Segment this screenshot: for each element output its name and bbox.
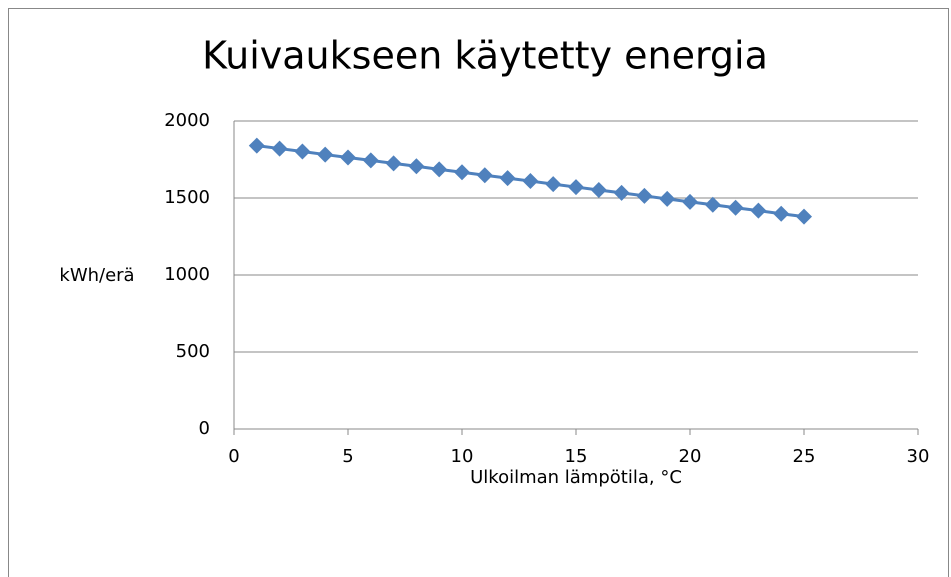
y-tick-label: 500 [176,341,210,362]
point [613,184,630,201]
point [796,208,812,225]
x-tick-label: 0 [228,446,239,467]
point [408,158,425,175]
point [385,155,402,172]
point [340,149,356,166]
point [590,181,607,198]
point [659,190,676,207]
point [499,170,516,187]
point [476,167,493,184]
x-tick-label: 5 [342,446,353,467]
y-tick-label: 1000 [164,264,210,285]
point [545,176,562,193]
y-tick-label: 2000 [164,110,210,131]
chart-frame [8,8,949,577]
point [271,140,288,157]
point [317,146,334,163]
y-axis-label: kWh/erä [59,265,134,286]
x-tick-label: 25 [793,446,816,467]
x-tick-label: 30 [907,446,930,467]
point [727,199,744,216]
point [362,152,379,169]
x-tick-label: 15 [565,446,588,467]
y-tick-label: 0 [199,418,210,439]
point [431,161,448,178]
point [522,173,539,190]
point [248,137,265,154]
chart-title: Kuivaukseen käytetty energia [202,34,768,78]
point [750,202,767,219]
x-axis-label: Ulkoilman lämpötila, °C [470,467,682,488]
point [636,187,653,204]
point [704,196,721,213]
y-tick-label: 1500 [164,187,210,208]
x-tick-label: 10 [451,446,474,467]
x-tick-label: 20 [679,446,702,467]
point [682,193,698,210]
point [568,179,584,196]
point [454,164,470,181]
point [294,143,311,160]
point [773,205,790,222]
